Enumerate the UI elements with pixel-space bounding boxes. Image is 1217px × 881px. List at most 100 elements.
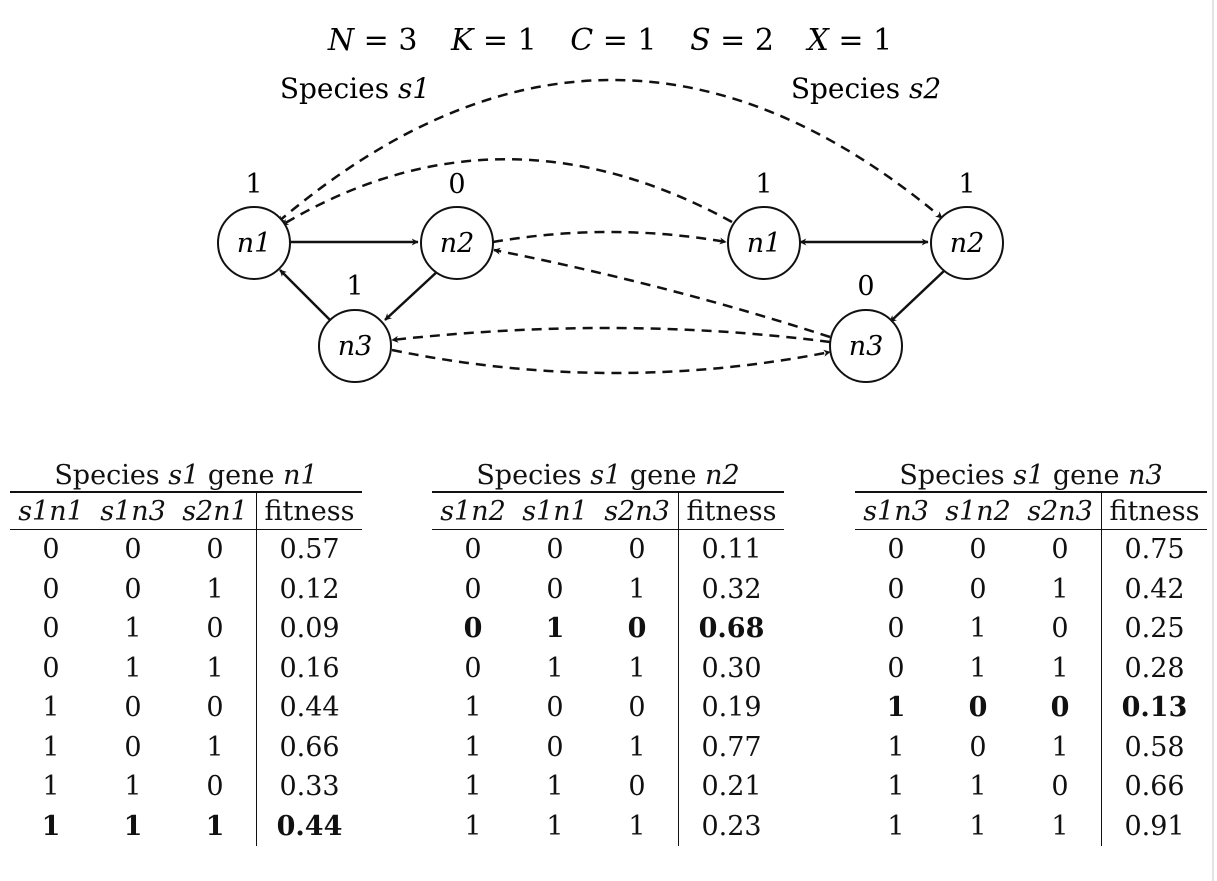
node-state: 1 xyxy=(245,169,262,200)
state-cell: 1 xyxy=(546,771,564,803)
edge-s2n3-s1n3 xyxy=(391,326,831,344)
state-cell: 1 xyxy=(206,731,224,763)
table-row: 1 0 0 0.44 xyxy=(10,688,362,728)
table-row: 0 0 0 0.57 xyxy=(10,529,362,570)
param-c-value: 1 xyxy=(637,23,656,58)
param-x-eq: = xyxy=(829,23,873,58)
param-c-eq: = xyxy=(593,23,637,58)
state-cell: 1 xyxy=(887,810,905,842)
edge-s2n3-s1n2 xyxy=(493,247,831,339)
edge-s2n2-s2n3 xyxy=(889,269,946,323)
table-row: 0 1 1 0.28 xyxy=(855,648,1207,688)
node-label: n1 xyxy=(747,228,782,259)
param-k-value: 1 xyxy=(518,23,537,58)
state-cell: 1 xyxy=(628,652,646,684)
species-s1-prefix: Species xyxy=(280,72,398,105)
state-cell: 1 xyxy=(464,731,482,763)
table-row: 0 1 0 0.68 xyxy=(432,609,784,649)
state-cell: 0 xyxy=(1050,692,1070,724)
table-row: 0 1 1 0.16 xyxy=(10,648,362,688)
fitness-cell: 0.12 xyxy=(256,569,362,609)
table-row: 0 1 0 0.09 xyxy=(10,609,362,649)
state-cell: 1 xyxy=(124,652,142,684)
node-state: 0 xyxy=(857,271,874,302)
parameter-line: N = 3 K = 1 C = 1 S = 2 X = 1 xyxy=(327,23,892,58)
state-cell: 1 xyxy=(124,613,142,645)
state-cell: 1 xyxy=(1051,573,1069,605)
species-s1-var: s1 xyxy=(398,72,430,105)
edge-s1n2-s1n3 xyxy=(384,269,440,321)
state-cell: 1 xyxy=(205,810,225,842)
header-row: s1n2 s1n1 s2n3 fitness xyxy=(432,491,784,530)
param-s-eq: = xyxy=(711,23,755,58)
state-cell: 1 xyxy=(206,573,224,605)
fitness-table-s1-n3: Species s1 gene n3 s1n3 s1n2 s2n3 fitnes… xyxy=(855,460,1207,846)
title-mid: gene xyxy=(621,460,706,491)
state-cell: 0 xyxy=(969,534,987,566)
state-cell: 1 xyxy=(546,652,564,684)
table-row: 0 0 0 0.11 xyxy=(432,529,784,570)
state-cell: 1 xyxy=(969,652,987,684)
state-cell: 0 xyxy=(1051,613,1069,645)
state-cell: 1 xyxy=(628,573,646,605)
node-s2-n3: n3 0 xyxy=(829,271,903,383)
state-cell: 0 xyxy=(464,534,482,566)
col-header: s2n3 xyxy=(596,491,679,530)
fitness-cell: 0.28 xyxy=(1101,648,1207,688)
state-cell: 0 xyxy=(887,534,905,566)
fitness-cell: 0.75 xyxy=(1101,529,1207,570)
node-label: n2 xyxy=(440,228,475,259)
state-cell: 1 xyxy=(1051,731,1069,763)
header-row: s1n3 s1n2 s2n3 fitness xyxy=(855,491,1207,530)
fitness-cell: 0.30 xyxy=(678,648,784,688)
state-cell: 1 xyxy=(545,613,565,645)
table-row: 1 1 1 0.91 xyxy=(855,806,1207,846)
state-cell: 0 xyxy=(42,534,60,566)
title-gene: n3 xyxy=(1128,460,1163,491)
state-cell: 1 xyxy=(886,692,906,724)
param-x-value: 1 xyxy=(873,23,892,58)
edge-s1n1-s2n2 xyxy=(277,78,943,223)
title-prefix: Species xyxy=(54,460,169,491)
node-state: 1 xyxy=(958,169,975,200)
title-gene: n2 xyxy=(705,460,740,491)
state-cell: 1 xyxy=(887,771,905,803)
fitness-cell: 0.25 xyxy=(1101,609,1207,649)
state-cell: 0 xyxy=(546,573,564,605)
header-row: s1n1 s1n3 s2n1 fitness xyxy=(10,491,362,530)
fitness-cell: 0.77 xyxy=(678,727,784,767)
node-state: 1 xyxy=(346,271,363,302)
node-s2-n1: n1 1 xyxy=(727,169,801,280)
param-s-name: S xyxy=(690,23,711,58)
param-n-eq: = xyxy=(354,23,398,58)
fitness-cell: 0.32 xyxy=(678,569,784,609)
state-cell: 1 xyxy=(42,731,60,763)
fitness-cell: 0.33 xyxy=(256,767,362,807)
table-row: 0 0 1 0.12 xyxy=(10,569,362,609)
state-cell: 0 xyxy=(887,613,905,645)
state-cell: 1 xyxy=(969,810,987,842)
node-s2-n2: n2 1 xyxy=(930,169,1004,280)
state-cell: 1 xyxy=(887,731,905,763)
state-cell: 0 xyxy=(42,613,60,645)
state-cell: 0 xyxy=(887,573,905,605)
node-label: n3 xyxy=(338,331,373,362)
species-s2-prefix: Species xyxy=(791,72,909,105)
table-row: 1 1 0 0.66 xyxy=(855,767,1207,807)
state-cell: 1 xyxy=(1051,652,1069,684)
state-cell: 0 xyxy=(628,534,646,566)
state-cell: 1 xyxy=(969,771,987,803)
title-mid: gene xyxy=(199,460,284,491)
table-row: 1 0 0 0.19 xyxy=(432,688,784,728)
table-row: 1 0 1 0.58 xyxy=(855,727,1207,767)
state-cell: 1 xyxy=(42,692,60,724)
param-x-name: X xyxy=(805,23,830,58)
state-cell: 1 xyxy=(464,771,482,803)
col-header: s1n2 xyxy=(432,491,514,530)
state-cell: 0 xyxy=(42,652,60,684)
table-row: 1 0 0 0.13 xyxy=(855,688,1207,728)
state-cell: 0 xyxy=(124,534,142,566)
table-row: 0 0 1 0.42 xyxy=(855,569,1207,609)
table-row: 1 1 1 0.44 xyxy=(10,806,362,846)
state-cell: 0 xyxy=(464,573,482,605)
